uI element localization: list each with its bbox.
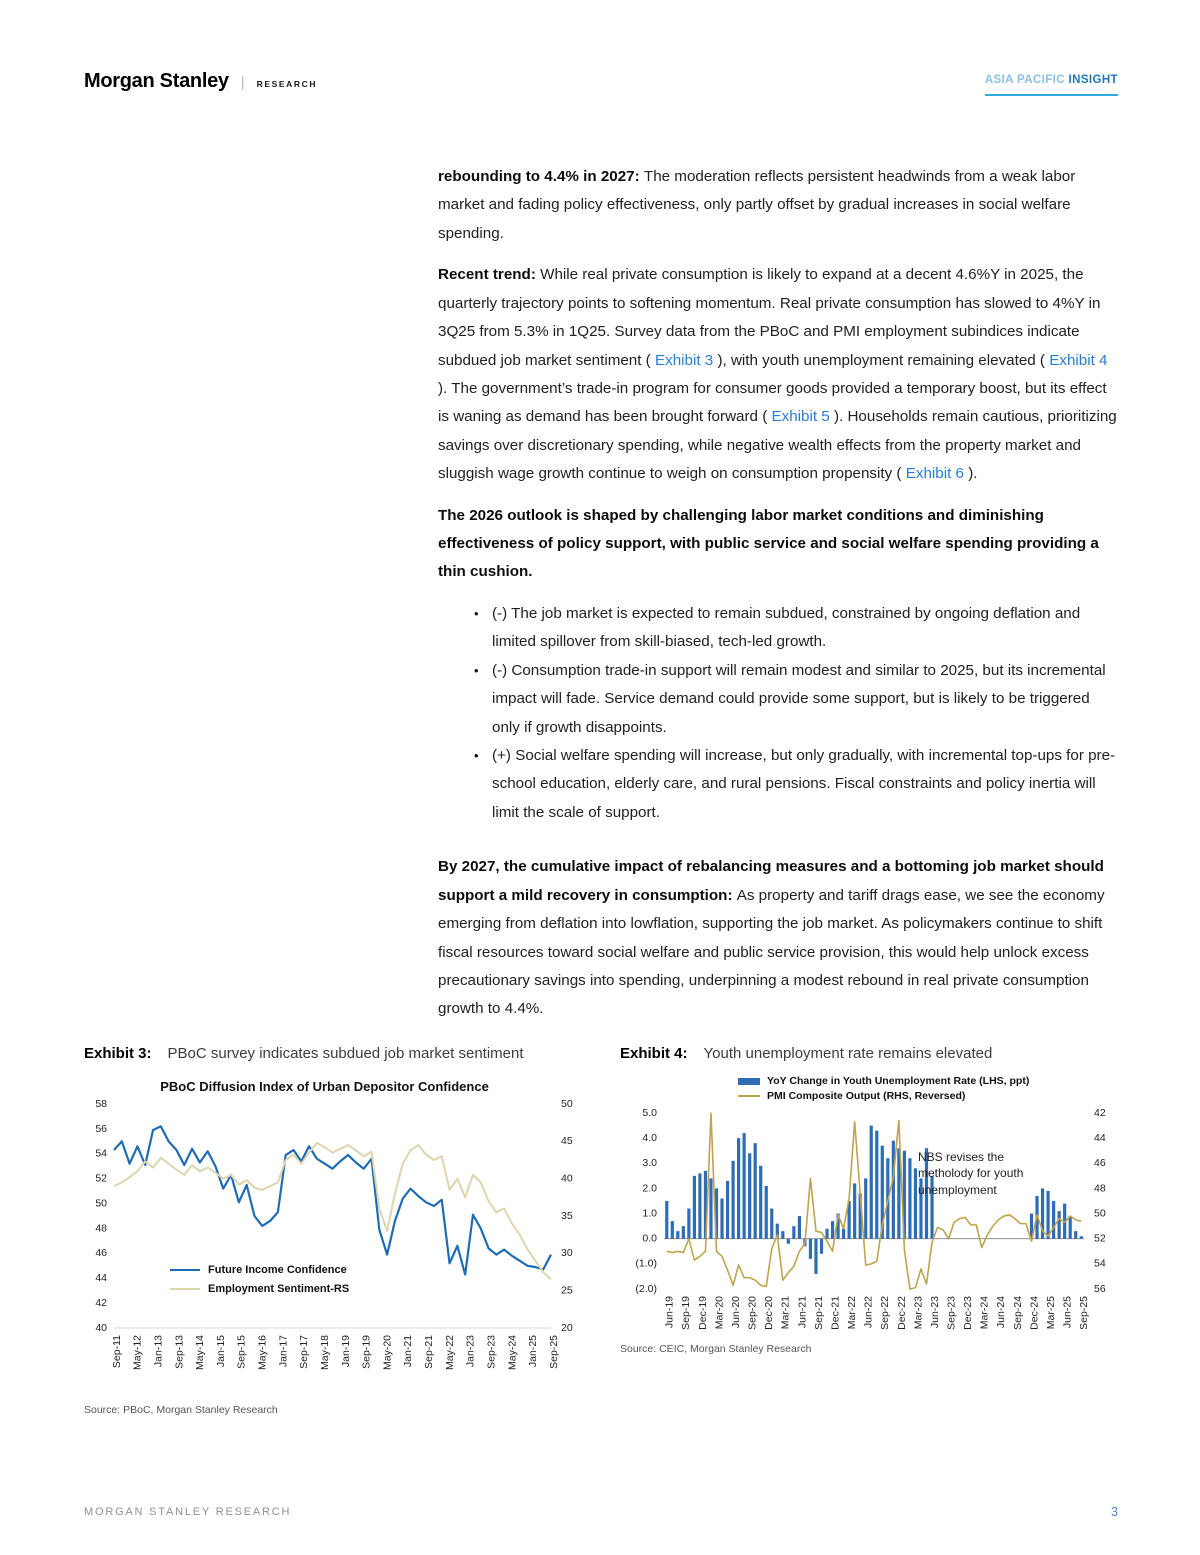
legend-label: PMI Composite Output (RHS, Reversed) [767,1090,966,1103]
paragraph-2027-recovery: By 2027, the cumulative impact of rebala… [438,853,1119,1024]
bullet-item: • (-) Consumption trade-in support will … [438,657,1119,742]
exhibit-4-chart [620,1105,1118,1342]
legend-label: YoY Change in Youth Unemployment Rate (L… [767,1075,1030,1088]
bullet-text: (+) Social welfare spending will increas… [492,747,1116,821]
bullet-list: • (-) The job market is expected to rema… [438,600,1119,827]
legend-item: YoY Change in Youth Unemployment Rate (L… [738,1075,1120,1087]
bullet-text: (-) The job market is expected to remain… [492,604,1081,651]
line-swatch-icon [170,1288,200,1291]
exhibit-4-legend: YoY Change in Youth Unemployment Rate (L… [738,1075,1120,1102]
exhibit-3: Exhibit 3: PBoC survey indicates subdued … [84,1042,589,1416]
exhibit-3-title: PBoC survey indicates subdued job market… [167,1045,524,1062]
bullet-icon: • [474,748,479,764]
line-swatch-icon [170,1269,200,1272]
exhibit-link[interactable]: Exhibit 5 [771,408,830,426]
text-run: The moderation reflects persistent headw… [438,168,1076,242]
line-swatch-icon [738,1095,760,1098]
brand-divider: | [240,73,245,91]
bullet-item: • (-) The job market is expected to rema… [438,600,1119,657]
exhibit-4-label: Exhibit 4: [620,1045,688,1062]
text-run: While real private consumption is likely… [438,266,1101,369]
text-run: ), with youth unemployment remaining ele… [713,351,1050,369]
text-run: ). The government’s trade-in program for… [438,379,1107,426]
bold-text-run: rebounding to 4.4% in 2027: [438,168,644,185]
bullet-icon: • [474,662,479,678]
page-header: Morgan Stanley | RESEARCH ASIA PACIFIC I… [84,70,1118,96]
legend-label: Employment Sentiment-RS [208,1283,350,1296]
legend-item: Employment Sentiment-RS [170,1283,349,1295]
exhibit-link[interactable]: Exhibit 4 [1049,351,1108,369]
exhibit-4-heading: Exhibit 4: Youth unemployment rate remain… [620,1042,1120,1065]
bullet-text: (-) Consumption trade-in support will re… [492,661,1106,736]
exhibit-3-legend: Future Income Confidence Employment Sent… [170,1264,349,1302]
bold-text-run: The 2026 outlook is shaped by challengin… [438,506,1099,581]
paragraph-2026-outlook: The 2026 outlook is shaped by challengin… [438,502,1119,587]
text-run: As property and tariff drags ease, we se… [438,886,1105,1018]
chart-annotation: NBS revises the metholody for youth unem… [918,1150,1024,1197]
region-label: ASIA PACIFIC [984,74,1065,86]
morgan-stanley-brand: Morgan Stanley | RESEARCH [84,70,317,93]
legend-item: Future Income Confidence [170,1264,349,1276]
exhibit-4: Exhibit 4: Youth unemployment rate remain… [620,1042,1120,1355]
exhibit-3-source: Source: PBoC, Morgan Stanley Research [84,1404,278,1417]
bullet-icon: • [474,605,479,621]
exhibit-4-chart-area: NBS revises the metholody for youth unem… [620,1105,1120,1342]
bar-swatch-icon [738,1077,760,1085]
paragraph-recent-trend: Recent trend: While real private consump… [438,261,1119,488]
text-run: ). [963,465,978,483]
bold-text-run: By 2027, the cumulative impact of rebala… [438,858,1104,904]
legend-item: PMI Composite Output (RHS, Reversed) [738,1090,1120,1102]
asia-pacific-insight-tag: ASIA PACIFIC INSIGHT [984,74,1118,96]
bullet-item: • (+) Social welfare spending will incre… [438,742,1119,827]
exhibit-4-title: Youth unemployment rate remains elevated [703,1045,993,1062]
body-text-column: rebounding to 4.4% in 2027: The moderati… [438,163,1119,1024]
legend-label: Future Income Confidence [208,1264,347,1277]
morgan-stanley-logo: Morgan Stanley [84,70,229,92]
exhibit-3-chart-title: PBoC Diffusion Index of Urban Depositor … [160,1079,489,1095]
exhibit-link[interactable]: Exhibit 6 [905,465,964,483]
exhibit-link[interactable]: Exhibit 3 [654,351,714,369]
exhibit-4-source: Source: CEIC, Morgan Stanley Research [620,1343,812,1356]
exhibit-3-chart-area: Future Income Confidence Employment Sent… [84,1094,589,1403]
exhibit-3-label: Exhibit 3: [84,1045,152,1062]
page-footer: MORGAN STANLEY RESEARCH 3 [84,1505,1118,1519]
paragraph-rebounding: rebounding to 4.4% in 2027: The moderati… [438,163,1119,248]
exhibit-3-heading: Exhibit 3: PBoC survey indicates subdued … [84,1042,589,1065]
page-number: 3 [1111,1505,1118,1519]
text-run: ). Households remain cautious, prioritiz… [438,408,1117,483]
exhibit-3-chart [84,1094,589,1403]
research-label: RESEARCH [256,78,318,89]
insight-label: INSIGHT [1068,74,1118,86]
bold-text-run: Recent trend: [438,266,541,284]
footer-brand: MORGAN STANLEY RESEARCH [84,1506,292,1518]
